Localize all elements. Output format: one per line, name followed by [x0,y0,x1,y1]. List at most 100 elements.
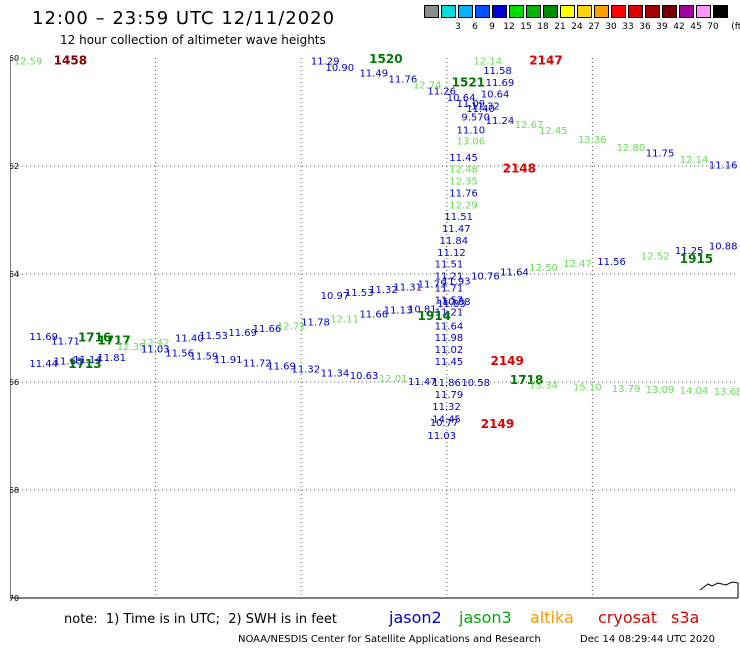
wave-height-label: 10.97 [321,291,350,302]
coastline [699,581,739,598]
legend-swatch [679,5,694,18]
wave-height-label: 13.34 [529,381,558,392]
wave-height-label: 11.13 [384,306,413,317]
wave-height-label: 13.09 [646,385,675,396]
mission-s3a: s3a [671,608,700,627]
page-title: 12:00 – 23:59 UTC 12/11/2020 [32,8,336,29]
legend-swatch [509,5,524,18]
legend-swatch [628,5,643,18]
wave-height-label: 11.40 [175,334,204,345]
wave-height-label: 11.76 [449,188,478,199]
legend-label: 36 [639,22,651,32]
wave-height-label: 12.42 [141,338,170,349]
legend-swatch [560,5,575,18]
wave-height-label: 12.48 [449,165,478,176]
wave-height-label: 11.25 [675,246,704,257]
wave-height-label: 11.44 [29,359,58,370]
wave-height-label: 12.45 [539,126,568,137]
pass-time-label: 1713 [68,357,101,371]
wave-height-label: 11.49 [359,69,388,80]
mission-jason3: jason3 [459,608,512,627]
pass-time-label: 2147 [529,54,562,68]
wave-height-label: 12.47 [563,259,592,270]
legend-label: 12 [503,22,515,32]
wave-height-label: 10.64 [481,90,510,101]
wave-height-label: 10.76 [471,272,500,283]
wave-height-label: 11.64 [435,321,464,332]
wave-height-label: 11.69 [29,332,58,343]
wave-height-label: 11.59 [190,352,219,363]
wave-height-label: 11.72 [243,359,272,370]
legend-swatch [492,5,507,18]
wave-height-label: 11.58 [483,66,512,77]
wave-height-map: -90-87-84-81-78-75-60-62-64-66-68-7012.5… [10,52,740,602]
wave-height-label: 11.81 [97,353,126,364]
legend-swatch [611,5,626,18]
wave-height-label: 11.71 [51,336,80,347]
wave-height-label: 10.64 [447,93,476,104]
legend-swatch [594,5,609,18]
wave-height-label: 13.68 [714,387,740,398]
legend-label: 6 [472,22,478,32]
wave-height-label: 12.71 [277,321,306,332]
y-tick-label: -62 [10,162,19,171]
legend-label: 18 [537,22,549,32]
wave-height-label: 10.81 [408,305,437,316]
wave-height-label: 11.47 [408,377,437,388]
pass-time-label: 2148 [503,162,536,176]
wave-height-label: 12.80 [617,143,646,154]
pass-time-label: 1718 [510,373,543,387]
legend-swatch [475,5,490,18]
wave-height-label: 11.45 [435,357,464,368]
pass-time-label: 1717 [97,333,130,347]
wave-height-label: 11.93 [442,276,471,287]
pass-time-label: 1716 [78,331,111,345]
wave-height-label: 11.45 [449,153,478,164]
legend-label: 39 [656,22,668,32]
wave-height-label: 11.32 [432,402,461,413]
wave-height-label: 11.69 [267,361,296,372]
page-subtitle: 12 hour collection of altimeter wave hei… [60,33,326,47]
pass-time-label: 1521 [452,75,485,89]
pass-time-label: 2149 [481,417,514,431]
mission-altika: altika [530,608,574,627]
wave-height-label: 11.86 [432,378,461,389]
wave-height-label: 11.34 [321,368,350,379]
wave-height-label: 11.66 [253,324,282,335]
y-tick-label: -66 [10,378,19,387]
wave-height-label: 10.90 [325,63,354,74]
legend-swatch [543,5,558,18]
legend-swatch [713,5,728,18]
legend-swatch [696,5,711,18]
legend-label: 3 [455,22,461,32]
wave-height-label: 12.14 [473,57,502,68]
wave-height-label: 12.59 [14,57,43,68]
wave-height-label: 11.69 [486,78,515,89]
legend-swatch [424,5,439,18]
legend-label: 42 [673,22,685,32]
wave-height-label: 12.74 [413,80,442,91]
wave-height-label: 11.12 [437,248,466,259]
wave-height-label: 13.06 [457,137,486,148]
wave-height-label: 11.03 [427,431,456,442]
wave-height-label: 11.32 [291,365,320,376]
wave-height-label: 11.79 [435,390,464,401]
wave-height-label: 12.29 [449,200,478,211]
wave-height-label: 13.79 [612,384,641,395]
wave-height-label: 11.09 [457,99,486,110]
wave-height-label: 11.29 [311,57,340,68]
wave-height-label: 10.88 [709,241,738,252]
footer-note: note: 1) Time is in UTC; 2) SWH is in fe… [64,612,337,627]
y-tick-label: -64 [10,270,19,279]
y-tick-label: -60 [10,54,19,63]
wave-height-label: 9.570 [461,112,490,123]
legend-label: 45 [690,22,702,32]
wave-height-label: 11.32 [369,285,398,296]
pass-time-label: 2149 [490,354,523,368]
wave-height-label: 12.67 [515,120,544,131]
wave-height-label: 11.51 [435,260,464,271]
legend-unit: (ft) [731,22,740,32]
wave-height-label: 11.02 [435,345,464,356]
wave-height-label: 14.45 [432,415,461,426]
legend-swatch [441,5,456,18]
